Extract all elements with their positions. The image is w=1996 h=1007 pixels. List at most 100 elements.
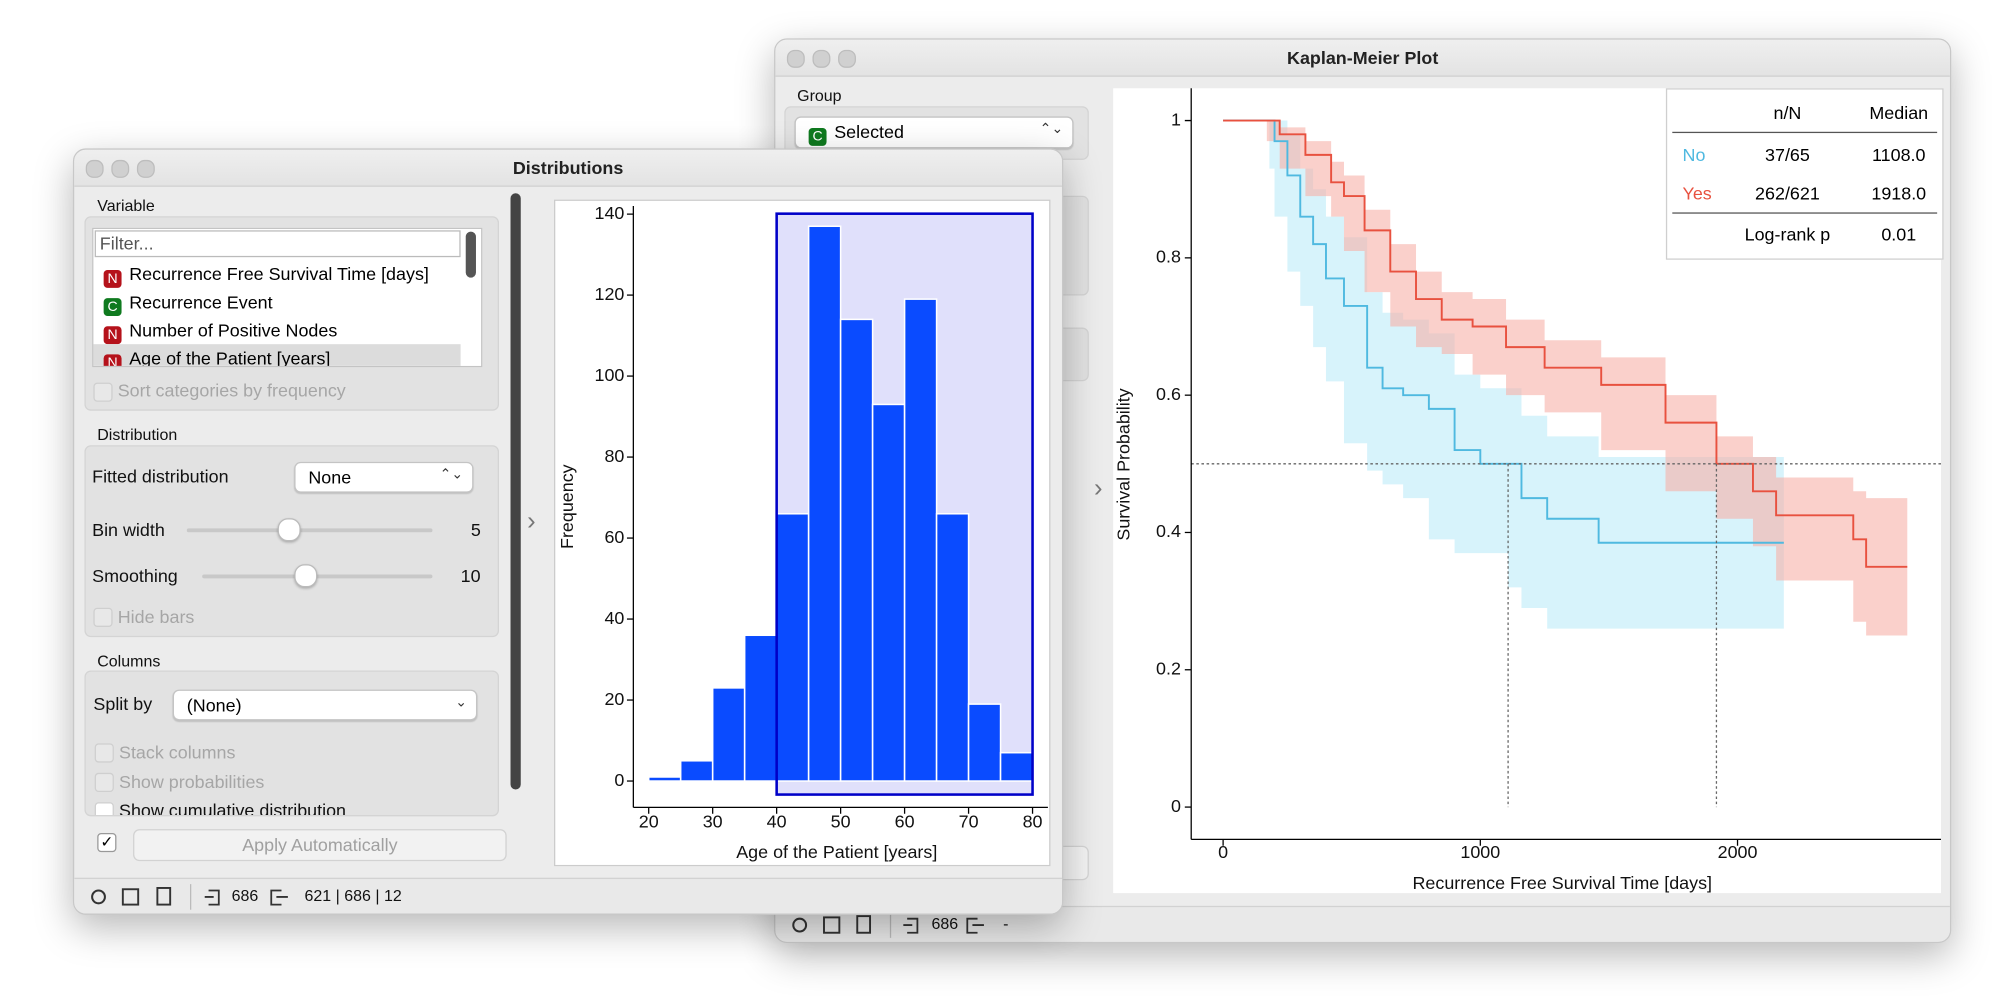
minimize-button[interactable] (812, 49, 831, 68)
section-label: Variable (97, 197, 155, 215)
help-icon[interactable] (792, 917, 808, 933)
slider-knob[interactable] (277, 518, 301, 542)
x-tick-label: 80 (1023, 811, 1043, 831)
checkbox[interactable] (94, 802, 114, 816)
help-icon[interactable] (91, 889, 106, 905)
y-tick-label: 120 (595, 284, 625, 304)
variable-item[interactable]: N Age of the Patient [years] (93, 344, 461, 368)
y-tick-label: 20 (604, 689, 624, 709)
variable-item[interactable]: C Recurrence Event (93, 288, 460, 317)
y-axis-title: Frequency (557, 464, 577, 549)
variable-item[interactable]: N Number of Positive Nodes (93, 316, 460, 345)
checkbox[interactable] (93, 382, 113, 402)
bin-width-slider[interactable] (186, 528, 433, 533)
status-input: 686 (931, 914, 959, 933)
status-icons (792, 912, 984, 938)
variable-name: Age of the Patient [years] (129, 348, 331, 368)
panel-scrollbar[interactable] (510, 193, 521, 790)
split-combo[interactable]: (None) ⌄ (172, 689, 478, 721)
group-name: No (1682, 144, 1706, 166)
group-name: Yes (1682, 182, 1712, 204)
histogram-chart: 20 30 40 50 60 70 80 0 20 40 60 80 100 120 140 Age of t… (557, 203, 1048, 862)
filter-placeholder: Filter... (99, 232, 154, 254)
variable-name: Number of Positive Nodes (129, 319, 338, 341)
y-tick-label: 0.2 (1156, 659, 1181, 679)
checkbox-label: Sort categories by frequency (117, 380, 346, 401)
table-header: n/N (1773, 102, 1802, 123)
title-bar: Kaplan-Meier Plot (775, 39, 1950, 77)
bar (711, 687, 746, 782)
list-scrollbar[interactable] (465, 231, 476, 278)
status-input: 686 (231, 886, 259, 905)
report-icon[interactable] (156, 887, 172, 906)
auto-apply-checkbox[interactable]: ✓ (97, 832, 117, 853)
variable-item[interactable]: N Recurrence Free Survival Time [days] (93, 260, 460, 288)
bar (839, 318, 874, 782)
columns-box: Split by (None) ⌄ Stack columns Show prob… (84, 670, 500, 817)
type-icon: N (103, 326, 122, 345)
report-icon[interactable] (856, 915, 872, 934)
close-button[interactable] (85, 159, 104, 178)
variable-name: Recurrence Free Survival Time [days] (129, 263, 429, 285)
zoom-button[interactable] (136, 159, 155, 178)
section-label: Columns (97, 652, 161, 671)
collapse-arrow[interactable]: › (527, 507, 536, 537)
survival-curve (1223, 119, 1908, 568)
y-tick-label: 60 (604, 527, 624, 547)
y-tick-label: 140 (595, 203, 625, 223)
fitted-combo[interactable]: None ⌃⌄ (294, 461, 474, 493)
combo-value: (None) (186, 694, 242, 716)
y-tick-label: 1 (1171, 109, 1181, 129)
status-icons (91, 884, 288, 910)
close-button[interactable] (786, 49, 805, 68)
y-tick-label: 0 (1171, 796, 1181, 816)
field-label: Fitted distribution (92, 465, 229, 487)
window-title: Kaplan-Meier Plot (1287, 47, 1439, 68)
type-icon: N (103, 269, 122, 288)
variable-list: Filter... N Recurrence Free Survival Time… (92, 227, 483, 368)
zoom-button[interactable] (838, 49, 856, 68)
checkbox[interactable] (94, 772, 114, 793)
checkbox[interactable] (94, 743, 114, 763)
confidence-band (1223, 120, 1908, 636)
selection-border (775, 212, 1034, 796)
y-tick-label: 0 (614, 770, 624, 790)
x-tick-label: 1000 (1460, 842, 1500, 862)
collapse-arrow[interactable]: › (1093, 474, 1103, 503)
y-tick-label: 80 (604, 446, 624, 466)
x-tick-label: 20 (639, 811, 659, 831)
field-label: Bin width (92, 519, 165, 540)
x-tick-label: 70 (959, 811, 979, 831)
group-combo[interactable]: C Selected ⌃⌄ (794, 116, 1074, 149)
input-icon (204, 889, 220, 906)
y-tick-label: 0.8 (1156, 247, 1181, 267)
logrank-value: 0.01 (1881, 223, 1917, 245)
save-icon[interactable] (121, 888, 140, 906)
smoothing-slider[interactable] (202, 574, 433, 579)
survival-curve (1223, 119, 1784, 544)
section-label: Distribution (97, 426, 178, 444)
checkbox[interactable] (93, 607, 113, 627)
km-chart: 0 1000 2000 0 0.2 0.4 0.6 0.8 1 Recurrence Free S… (1113, 88, 1941, 893)
slider-value: 10 (460, 565, 481, 587)
x-tick-label: 0 (1218, 842, 1228, 862)
type-icon: C (808, 127, 827, 146)
apply-button[interactable]: Apply Automatically (133, 829, 507, 862)
slider-knob[interactable] (294, 564, 318, 588)
group-value: Selected (834, 121, 904, 143)
checkbox-label: Show cumulative distribution (118, 799, 347, 817)
field-label: Split by (93, 693, 153, 714)
bar (679, 760, 714, 782)
minimize-button[interactable] (111, 159, 130, 178)
x-tick-label: 30 (703, 811, 723, 831)
median: 1108.0 (1872, 144, 1926, 166)
filter-input[interactable]: Filter... (94, 230, 461, 258)
bar (807, 225, 842, 782)
x-tick-label: 40 (767, 811, 787, 831)
checkbox-label: Show probabilities (118, 771, 265, 793)
type-icon: C (103, 298, 122, 317)
bar (647, 776, 682, 782)
y-axis-title: Survival Probability (1113, 388, 1133, 540)
save-icon[interactable] (823, 916, 841, 934)
